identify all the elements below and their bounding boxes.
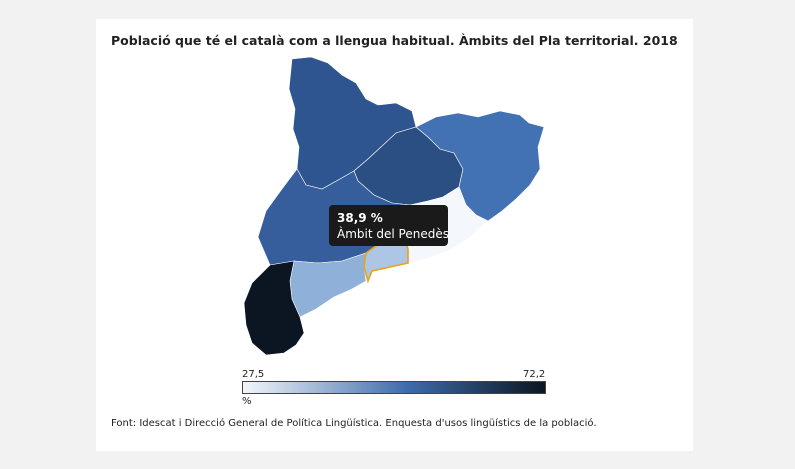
source-note: Font: Idescat i Direcció General de Polí…: [111, 418, 597, 429]
region-tooltip: 38,9 % Àmbit del Penedès: [329, 205, 449, 246]
tooltip-value: 38,9 %: [337, 211, 383, 225]
tooltip-region-name: Àmbit del Penedès: [337, 227, 449, 241]
legend-unit: %: [242, 396, 252, 407]
legend-min-label: 27,5: [242, 369, 265, 380]
map-card: Població que té el català com a llengua …: [96, 19, 693, 451]
region-camp-de-tarragona[interactable]: [289, 252, 367, 318]
region-terres-ebre[interactable]: [243, 260, 305, 356]
region-comarques-gironines[interactable]: [415, 110, 545, 222]
map-title: Població que té el català com a llengua …: [111, 33, 678, 48]
legend-color-scale: [242, 381, 546, 394]
legend-max-label: 72,2: [523, 369, 546, 380]
